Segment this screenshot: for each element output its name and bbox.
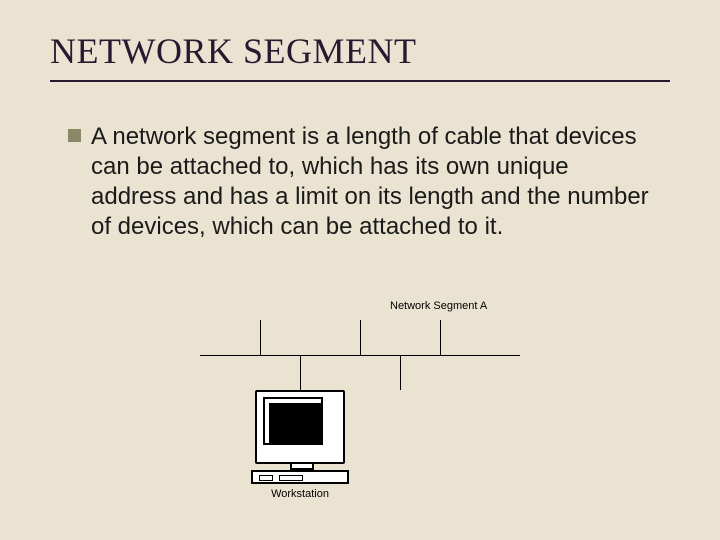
network-diagram: Network Segment A Workstation — [200, 300, 540, 520]
body-row: A network segment is a length of cable t… — [50, 122, 670, 242]
slide-container: NETWORK SEGMENT A network segment is a l… — [0, 0, 720, 540]
bullet-icon — [68, 129, 81, 142]
workstation-icon: Workstation — [255, 390, 349, 500]
monitor-icon — [255, 390, 345, 464]
tap-line — [260, 320, 261, 355]
workstation-label: Workstation — [255, 488, 345, 500]
bus-cable — [200, 355, 520, 356]
drive-slot — [279, 475, 303, 481]
body-text: A network segment is a length of cable t… — [91, 122, 651, 242]
tap-line — [360, 320, 361, 355]
tap-line — [400, 355, 401, 390]
tap-line — [300, 355, 301, 390]
base-unit-icon — [251, 470, 349, 484]
drive-slot — [259, 475, 273, 481]
monitor-bezel — [263, 397, 323, 445]
tap-line — [440, 320, 441, 355]
screen-icon — [269, 403, 321, 443]
segment-label: Network Segment A — [390, 300, 487, 312]
slide-title: NETWORK SEGMENT — [50, 30, 670, 82]
